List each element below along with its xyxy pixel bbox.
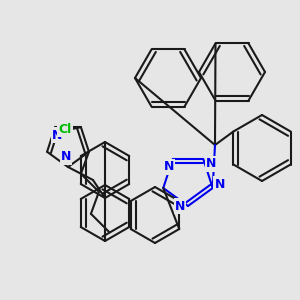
Text: N: N [175,200,185,212]
Text: N: N [214,178,225,190]
Text: N: N [52,129,62,142]
Text: N: N [164,160,174,173]
Text: Cl: Cl [58,123,72,136]
Text: N: N [206,158,217,170]
Text: N: N [61,151,71,164]
